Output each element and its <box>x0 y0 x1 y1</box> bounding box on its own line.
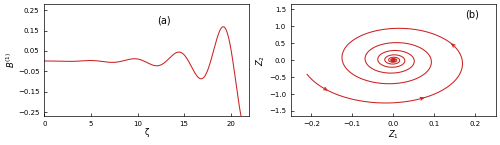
Text: (b): (b) <box>465 10 479 20</box>
X-axis label: ζ: ζ <box>144 128 149 137</box>
X-axis label: $Z_1$: $Z_1$ <box>388 128 399 141</box>
Text: (a): (a) <box>157 15 170 25</box>
Y-axis label: $Z_2$: $Z_2$ <box>255 55 268 66</box>
Y-axis label: $B^{(1)}$: $B^{(1)}$ <box>4 52 16 68</box>
